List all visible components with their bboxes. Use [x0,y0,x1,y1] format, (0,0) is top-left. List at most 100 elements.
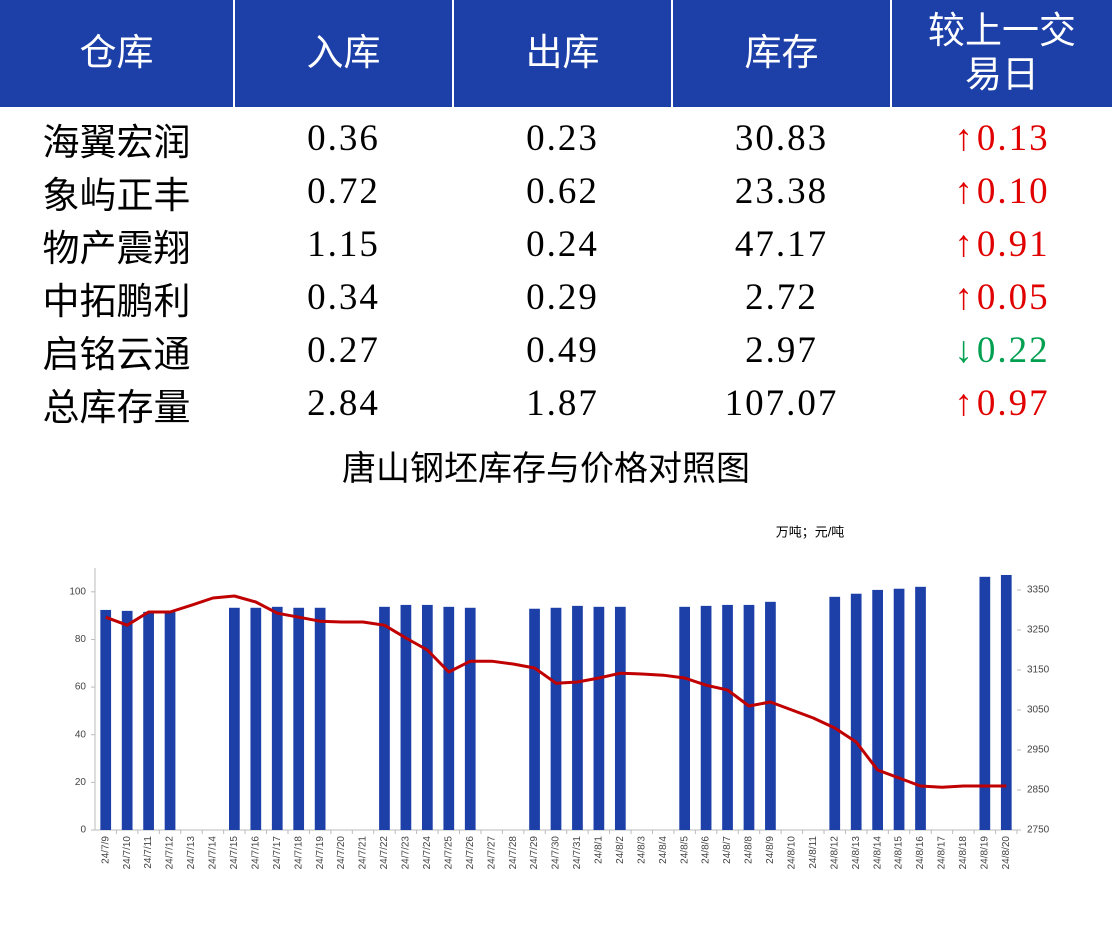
bar [722,604,733,830]
table-value: 0.34 [307,277,380,318]
header-cell: 仓库 [0,0,233,107]
y2-tick-label: 3150 [1027,665,1050,676]
x-tick-label: 24/7/26 [465,836,476,870]
bar [979,576,991,830]
y2-tick-label: 2950 [1027,745,1050,756]
x-tick-label: 24/7/12 [165,836,176,870]
table-value: 0.49 [526,330,599,371]
bar [121,610,133,830]
y2-tick-label: 3050 [1027,705,1050,716]
bar [293,607,305,830]
change-value: 0.10 [976,171,1050,212]
x-tick-label: 24/7/30 [551,836,562,870]
x-tick-label: 24/7/31 [572,836,583,870]
x-tick-label: 24/7/28 [508,836,519,870]
bar [679,606,691,830]
x-tick-label: 24/7/21 [358,836,369,870]
table-value: 0.62 [526,171,599,212]
change-arrow: ↑ [954,118,973,159]
x-tick-label: 24/7/18 [293,836,304,870]
bar [421,604,433,830]
y-tick-label: 40 [75,729,87,740]
chart: 唐山钢坯库存与价格对照图 万吨；元/吨 0 20 40 60 80 100 2750 2850… [69,450,1050,870]
header-text: 较上一交易日 [928,10,1076,96]
header-cell: 出库 [454,0,671,107]
table-value: 2.72 [745,277,818,318]
price-line [105,594,1007,789]
change-cell: ↑ 0.10 [892,165,1112,218]
bar [100,609,112,830]
x-tick-label: 24/7/10 [122,836,133,870]
bar [271,606,283,830]
header-cell: 入库 [235,0,452,107]
bar [572,605,583,830]
warehouse-name: 海翼宏润 [42,122,191,164]
x-tick-label: 24/8/6 [701,836,712,864]
change-value: 0.13 [976,118,1050,159]
y-tick-label: 100 [69,586,86,597]
y2-tick-label: 3250 [1027,625,1050,636]
change-value: 0.97 [976,383,1050,424]
warehouse-name: 中拓鹏利 [42,281,191,323]
header-text: 库存 [744,32,819,74]
table-value: 0.27 [307,330,380,371]
x-tick-label: 24/8/12 [829,836,840,870]
x-tick-label: 24/7/27 [486,836,497,870]
x-tick-label: 24/7/16 [250,836,261,870]
x-tick-label: 24/8/7 [722,836,733,864]
bar [164,612,176,830]
header-text: 仓库 [79,32,154,74]
header-text: 出库 [525,32,600,74]
x-tick-label: 24/7/17 [272,836,283,870]
change-cell: ↑ 0.13 [892,112,1112,165]
x-tick-label: 24/8/11 [808,836,819,869]
x-tick-label: 24/7/15 [229,836,240,870]
table-value: 0.36 [307,118,380,159]
change-arrow: ↓ [954,330,973,371]
table-value: 30.83 [734,118,829,159]
bar [829,596,841,830]
x-tick-label: 24/8/9 [765,836,776,864]
x-tick-label: 24/7/24 [422,836,433,870]
y2-tick-label: 3350 [1027,585,1050,596]
warehouse-name: 象屿正丰 [42,175,191,217]
x-tick-label: 24/8/20 [1001,836,1012,870]
x-tick-label: 24/8/8 [744,836,755,864]
bar [229,607,240,830]
change-value: 0.22 [976,330,1050,371]
x-tick-label: 24/7/13 [186,836,197,870]
table-value: 1.87 [526,383,599,424]
x-tick-label: 24/8/16 [915,836,926,870]
bar [143,611,154,830]
x-tick-label: 24/8/15 [894,836,905,870]
x-tick-label: 24/7/11 [143,836,154,869]
table-value: 0.23 [526,118,599,159]
bar [400,604,412,830]
y2-tick-label: 2850 [1027,785,1050,796]
x-tick-label: 24/8/1 [594,836,605,864]
x-tick-label: 24/8/10 [787,836,798,870]
y-tick-label: 60 [75,682,87,693]
x-tick-label: 24/8/13 [851,836,862,870]
change-cell: ↑ 0.91 [892,218,1112,271]
table-value: 2.84 [307,383,380,424]
bar [850,593,862,830]
change-arrow: ↑ [954,277,973,318]
bar [464,607,476,830]
unit-label: 万吨；元/吨 [776,524,845,540]
x-tick-label: 24/8/19 [979,836,990,870]
x-tick-label: 24/7/22 [379,836,390,870]
bar [443,606,455,830]
bar [250,607,262,830]
bar [872,589,883,830]
y-tick-label: 80 [75,634,87,645]
x-tick-label: 24/7/14 [208,836,219,870]
y-tick-label: 20 [75,777,87,788]
x-tick-label: 24/8/17 [937,836,948,870]
bar [379,606,390,830]
change-arrow: ↑ [954,224,973,265]
warehouse-name: 总库存量 [42,387,191,429]
x-tick-label: 24/8/5 [679,836,690,864]
x-tick-label: 24/8/2 [615,836,626,864]
